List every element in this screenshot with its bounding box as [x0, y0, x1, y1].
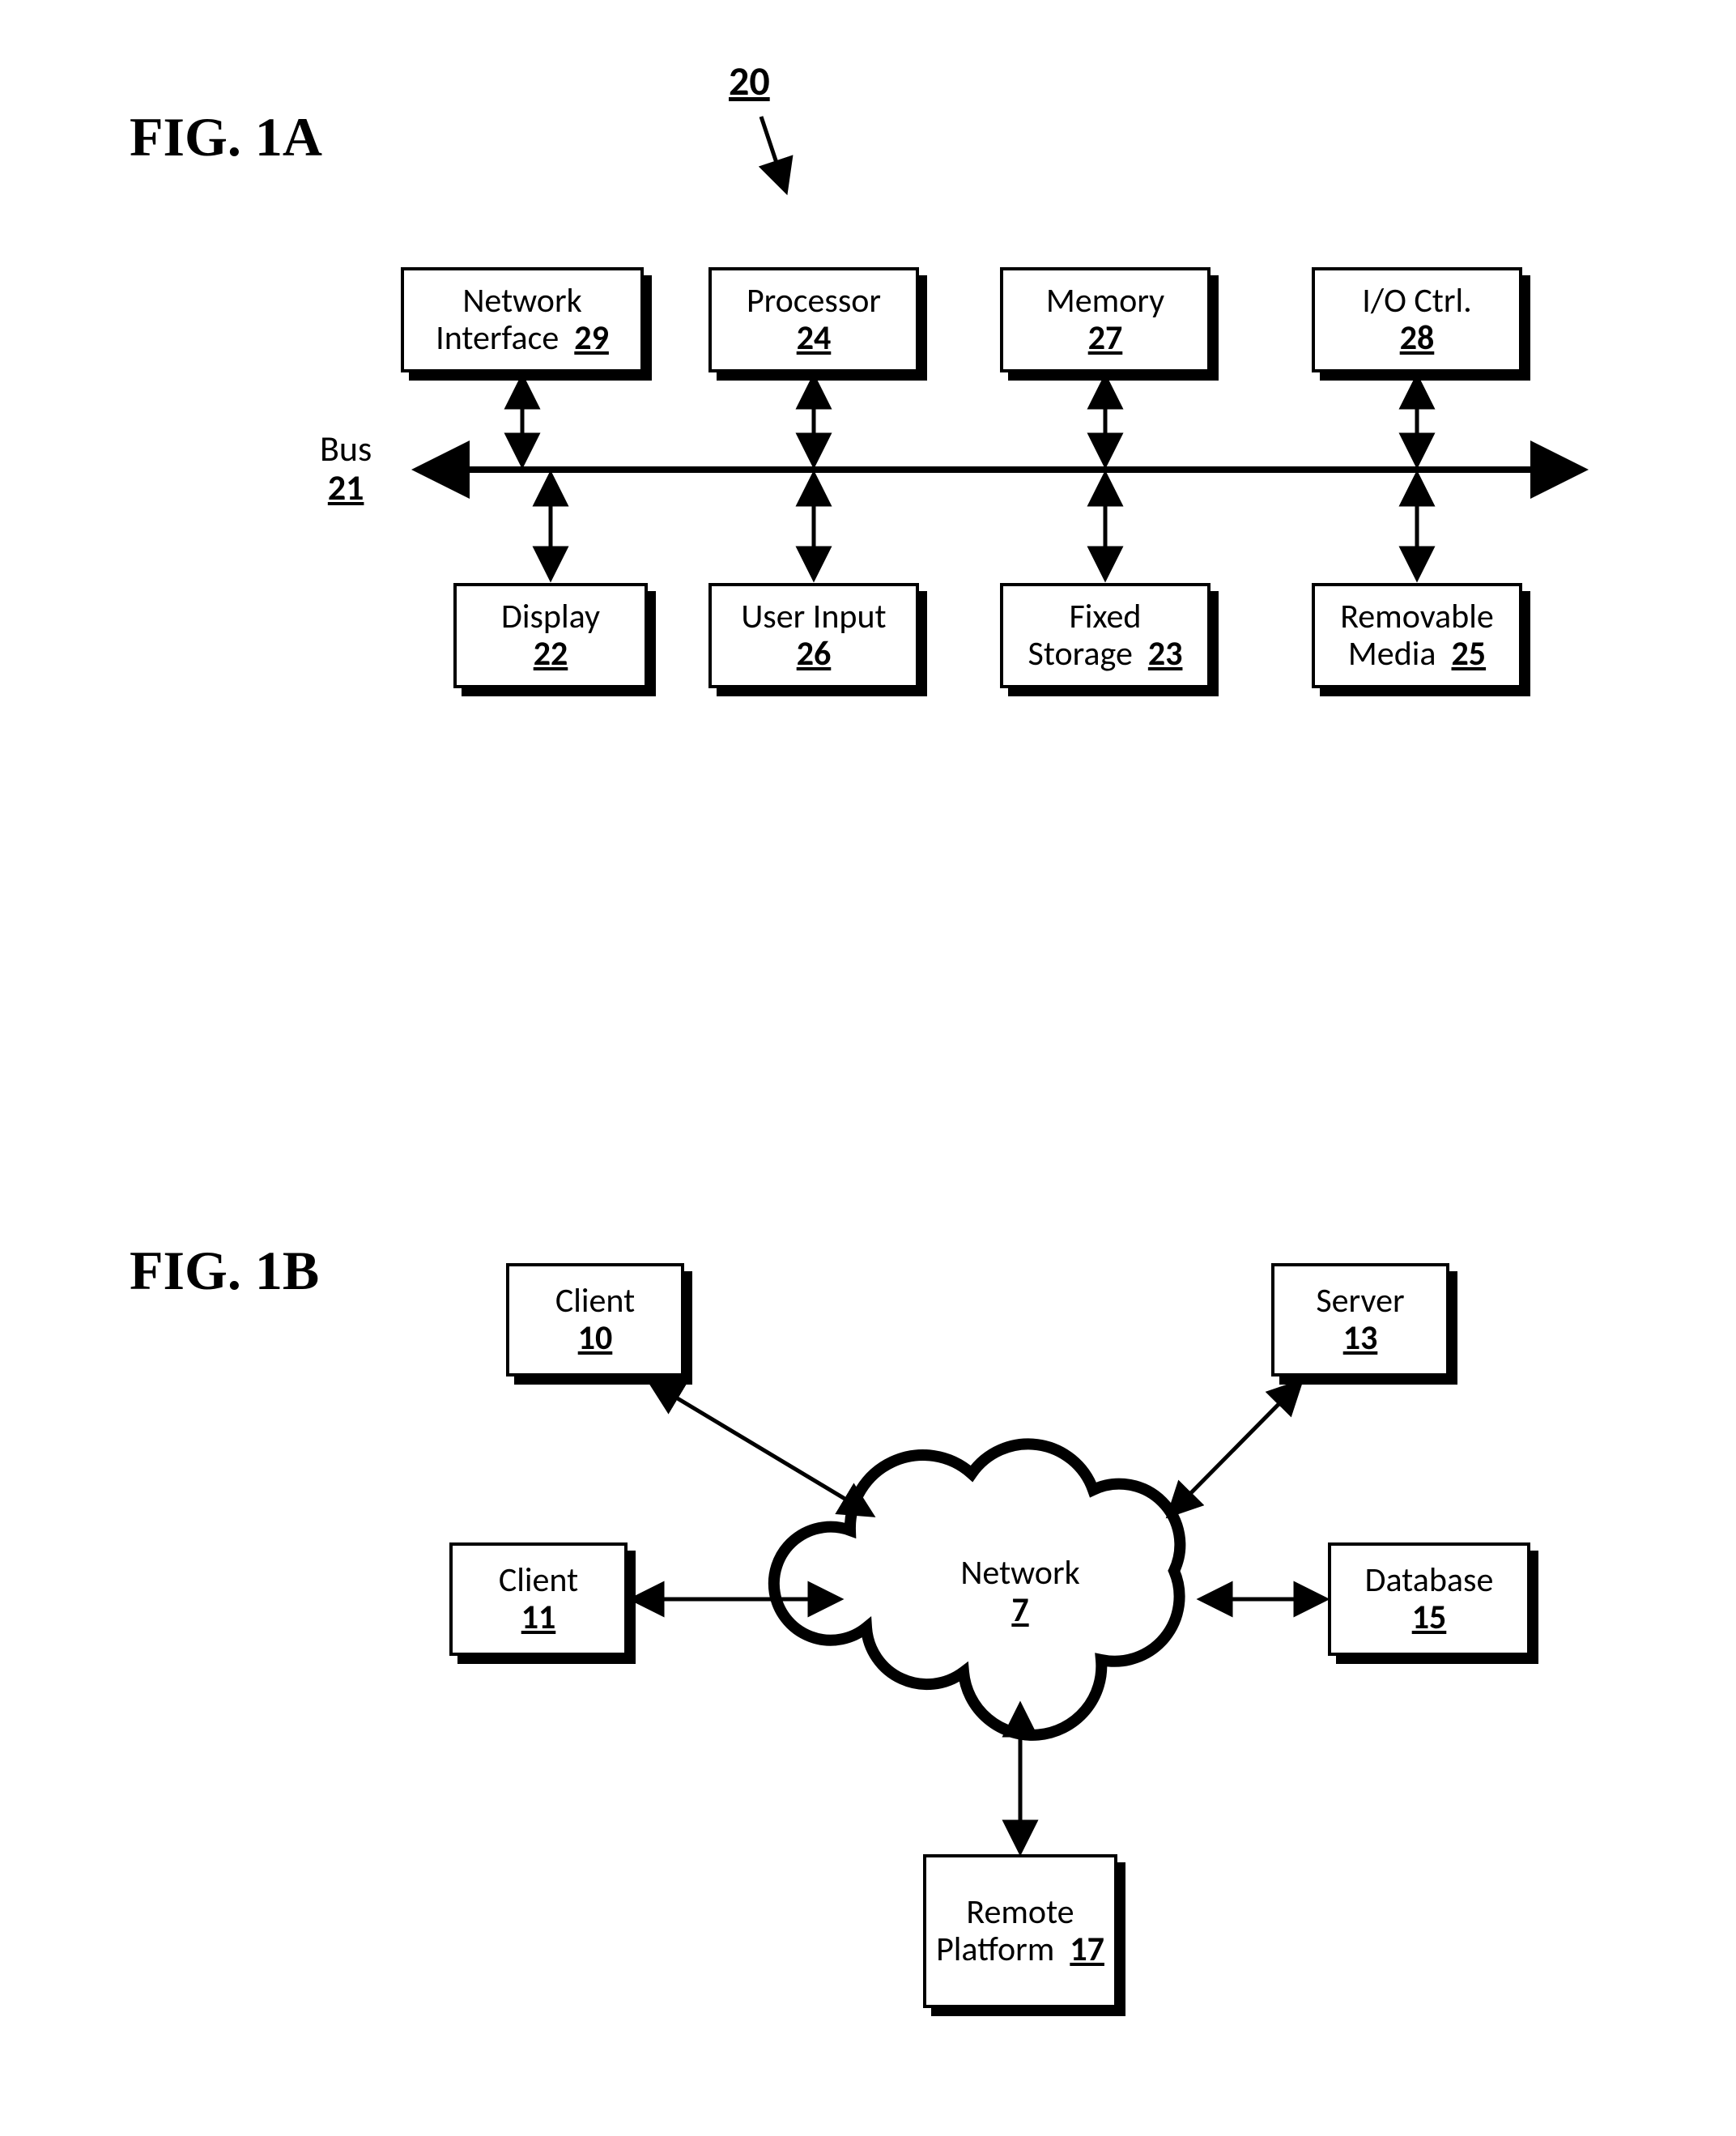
database-box: Database15	[1328, 1542, 1530, 1656]
fig1a-pointer-arrow	[761, 117, 785, 189]
user-input-box: User Input26	[708, 583, 919, 688]
network-cloud-label: Network 7	[931, 1555, 1109, 1629]
io-ctrl-box: I/O Ctrl.28	[1312, 267, 1522, 372]
removable-media-box: RemovableMedia 25	[1312, 583, 1522, 688]
network-cloud-text: Network	[960, 1552, 1079, 1593]
processor-box: Processor24	[708, 267, 919, 372]
network-cloud-num: 7	[1011, 1589, 1028, 1631]
server-box: Server13	[1271, 1263, 1449, 1376]
network-interface-box: NetworkInterface 29	[401, 267, 644, 372]
remote-platform-box: RemotePlatform 17	[923, 1854, 1117, 2008]
client10-box: Client10	[506, 1263, 684, 1376]
display-box: Display22	[453, 583, 648, 688]
client11-box: Client11	[449, 1542, 628, 1656]
memory-box: Memory27	[1000, 267, 1211, 372]
fixed-storage-box: FixedStorage 23	[1000, 583, 1211, 688]
